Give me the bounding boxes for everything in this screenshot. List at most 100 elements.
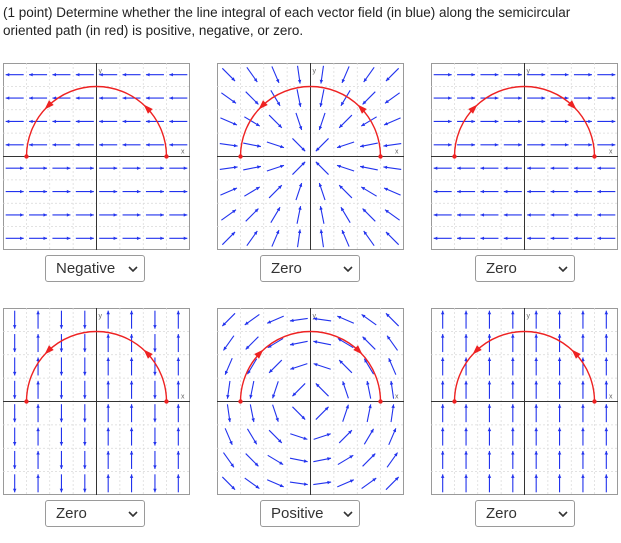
field-arrowhead <box>66 166 71 170</box>
field-arrowhead <box>349 479 354 483</box>
field-arrowhead <box>557 357 562 362</box>
field-arrowhead <box>385 231 390 236</box>
field-arrowhead <box>440 474 445 478</box>
field-arrowhead <box>370 428 374 433</box>
field-arrowhead <box>145 96 150 100</box>
y-axis-label: y <box>313 68 317 75</box>
field-arrowhead <box>279 461 284 465</box>
field-arrowhead <box>153 488 157 493</box>
field-arrowhead <box>384 187 389 192</box>
y-axis-label: y <box>527 68 531 75</box>
field-arrowhead <box>573 236 578 241</box>
x-axis-label: x <box>181 394 185 401</box>
field-arrowhead <box>581 310 585 315</box>
field-arrowhead <box>303 459 308 463</box>
semicircle-path <box>453 330 596 402</box>
field-arrowhead <box>494 143 499 147</box>
field-arrowhead <box>160 213 164 217</box>
field-arrowhead <box>12 441 17 446</box>
path-endpoint <box>378 399 383 404</box>
field-arrowhead <box>145 72 150 77</box>
field-arrowhead <box>372 478 377 482</box>
field-arrowhead <box>183 189 188 194</box>
field-arrowhead <box>12 371 17 376</box>
field-arrowhead <box>604 427 609 432</box>
path-endpoint <box>24 154 29 159</box>
field-arrowhead <box>557 404 562 408</box>
chevron-down-icon <box>122 256 144 281</box>
field-arrowhead <box>588 119 592 124</box>
field-arrowhead <box>433 189 438 194</box>
field-arrowhead <box>245 345 250 350</box>
answer-select-4[interactable]: Zero <box>45 500 145 527</box>
answer-select-1[interactable]: Negative <box>45 255 145 282</box>
field-arrowhead <box>527 213 531 217</box>
field-arrowhead <box>12 395 17 399</box>
field-arrowhead <box>247 370 251 375</box>
answer-select-5[interactable]: Positive <box>260 500 360 527</box>
field-arrowhead <box>366 380 370 385</box>
field-arrowhead <box>90 166 94 170</box>
y-axis-label: y <box>313 313 317 320</box>
field-arrowhead <box>581 427 585 432</box>
answer-select-1-value: Negative <box>56 260 116 277</box>
field-arrowhead <box>337 164 341 169</box>
field-arrowhead <box>129 450 134 455</box>
field-arrowhead <box>90 213 94 217</box>
field-arrowhead <box>289 318 294 323</box>
field-arrowhead <box>90 236 94 241</box>
field-arrowhead <box>511 380 515 385</box>
field-arrowhead <box>83 488 87 493</box>
path-endpoint <box>592 154 597 159</box>
field-arrowhead <box>480 213 485 217</box>
field-arrowhead <box>75 119 80 124</box>
field-arrowhead <box>557 334 562 338</box>
field-arrowhead <box>255 485 260 489</box>
field-arrowhead <box>385 77 390 82</box>
field-arrowhead <box>534 450 538 455</box>
field-arrowhead <box>564 96 569 100</box>
field-arrowhead <box>280 164 284 169</box>
field-arrowhead <box>503 213 508 217</box>
field-arrowhead <box>360 165 364 169</box>
field-arrowhead <box>394 476 399 481</box>
field-arrowhead <box>12 488 17 493</box>
field-arrowhead <box>278 185 282 189</box>
field-arrowhead <box>83 441 87 446</box>
field-arrowhead <box>275 78 280 83</box>
path-direction-arrow <box>44 100 54 110</box>
field-arrowhead <box>588 96 592 100</box>
field-arrowhead <box>573 189 578 194</box>
field-arrowhead <box>66 189 71 194</box>
field-arrowhead <box>494 72 499 77</box>
field-arrowhead <box>388 358 392 363</box>
answer-select-3[interactable]: Zero <box>475 255 575 282</box>
field-arrowhead <box>362 336 367 341</box>
field-arrowhead <box>59 348 64 353</box>
field-arrowhead <box>36 334 40 338</box>
field-arrowhead <box>99 119 103 124</box>
x-axis-label: x <box>609 394 613 401</box>
path-endpoint <box>238 154 243 159</box>
path-direction-arrow <box>571 349 581 359</box>
field-arrowhead <box>301 147 306 152</box>
field-arrowhead <box>176 450 181 455</box>
path-direction-arrow <box>472 345 482 355</box>
field-arrowhead <box>145 143 150 147</box>
field-arrowhead <box>113 213 118 217</box>
field-arrowhead <box>534 357 538 362</box>
field-arrowhead <box>29 72 33 77</box>
field-arrowhead <box>20 189 24 194</box>
field-arrowhead <box>518 72 522 77</box>
field-arrowhead <box>232 209 237 214</box>
field-arrowhead <box>176 427 181 432</box>
answer-select-6[interactable]: Zero <box>475 500 575 527</box>
field-arrowhead <box>129 404 134 408</box>
field-arrowhead <box>318 126 323 130</box>
answer-select-2[interactable]: Zero <box>260 255 360 282</box>
field-arrowhead <box>136 236 141 241</box>
path-direction-arrow <box>44 345 54 355</box>
field-arrowhead <box>511 310 515 315</box>
field-arrowhead <box>389 380 394 385</box>
